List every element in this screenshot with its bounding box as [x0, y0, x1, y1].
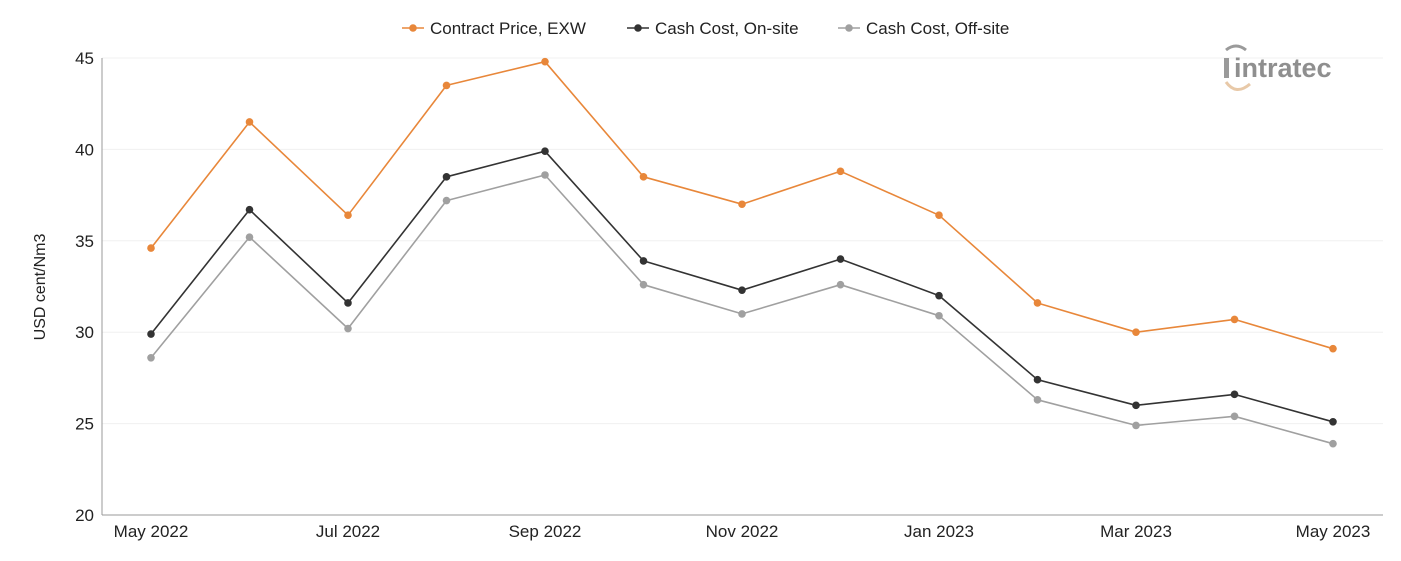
- data-point: [1230, 390, 1239, 399]
- data-point: [344, 211, 352, 220]
- y-tick-label: 45: [75, 49, 94, 68]
- legend-label: Cash Cost, Off-site: [866, 19, 1009, 38]
- legend-dot-marker: [845, 24, 853, 32]
- data-point: [1329, 344, 1337, 353]
- y-tick-label: 25: [75, 415, 94, 434]
- intratec-logo-icon: [1224, 44, 1251, 91]
- data-point: [541, 147, 549, 156]
- y-tick-label: 30: [75, 323, 94, 342]
- data-point: [344, 299, 352, 307]
- legend-item: Cash Cost, On-site: [627, 19, 799, 38]
- data-point: [1329, 417, 1337, 426]
- data-point: [1132, 401, 1140, 410]
- legend-item: Contract Price, EXW: [402, 19, 586, 38]
- data-point: [541, 171, 549, 179]
- data-point: [147, 353, 155, 362]
- data-point: [935, 291, 943, 300]
- logo-text: intratec: [1234, 53, 1332, 83]
- data-point: [836, 280, 845, 289]
- legend-dot-marker: [634, 24, 642, 32]
- data-point: [442, 196, 451, 205]
- x-tick-label: Nov 2022: [706, 522, 779, 541]
- data-point: [245, 118, 254, 126]
- series-2: [147, 147, 1337, 426]
- data-point: [738, 310, 746, 318]
- data-point: [245, 233, 254, 241]
- x-tick-labels: May 2022 Jul 2022 Sep 2022 Nov 2022 Jan 2023…: [114, 522, 1371, 541]
- x-tick-label: May 2022: [114, 522, 189, 541]
- data-point: [1033, 375, 1042, 384]
- x-tick-label: Mar 2023: [1100, 522, 1172, 541]
- data-point: [147, 244, 155, 252]
- y-tick-label: 35: [75, 232, 94, 251]
- data-point: [1033, 299, 1042, 307]
- data-point: [738, 286, 746, 294]
- data-point: [639, 280, 648, 289]
- data-point: [639, 257, 648, 265]
- data-point: [147, 330, 155, 338]
- legend-dot-marker: [409, 24, 417, 32]
- intratec-logo: intratec: [1224, 44, 1332, 91]
- y-tick-label: 40: [75, 140, 94, 159]
- series-3: [147, 171, 1337, 448]
- data-point: [541, 57, 549, 66]
- legend: Contract Price, EXW Cash Cost, On-site Cas…: [402, 19, 1009, 38]
- legend-item: Cash Cost, Off-site: [838, 19, 1009, 38]
- data-point: [1230, 412, 1239, 421]
- data-point: [344, 324, 352, 333]
- data-point: [639, 173, 648, 181]
- data-point: [442, 173, 451, 181]
- series-lines: [147, 57, 1337, 448]
- y-tick-labels: 20 25 30 35 40 45: [75, 49, 94, 525]
- series-1: [147, 57, 1337, 353]
- data-point: [1132, 421, 1140, 430]
- y-axis-title: USD cent/Nm3: [32, 234, 49, 341]
- data-point: [935, 311, 943, 320]
- data-point: [836, 167, 845, 176]
- data-point: [1329, 439, 1337, 448]
- gridlines: [102, 57, 1383, 425]
- axes: [101, 58, 1383, 516]
- data-point: [1033, 396, 1042, 404]
- data-point: [442, 81, 451, 90]
- legend-label: Contract Price, EXW: [430, 19, 586, 38]
- data-point: [1230, 315, 1239, 324]
- x-tick-label: Jan 2023: [904, 522, 974, 541]
- data-point: [935, 211, 943, 220]
- data-point: [836, 255, 845, 263]
- data-point: [245, 205, 254, 214]
- x-tick-label: Sep 2022: [509, 522, 582, 541]
- x-tick-label: Jul 2022: [316, 522, 380, 541]
- y-tick-label: 20: [75, 506, 94, 525]
- data-point: [738, 200, 746, 209]
- data-point: [1132, 328, 1140, 337]
- x-tick-label: May 2023: [1296, 522, 1371, 541]
- legend-label: Cash Cost, On-site: [655, 19, 799, 38]
